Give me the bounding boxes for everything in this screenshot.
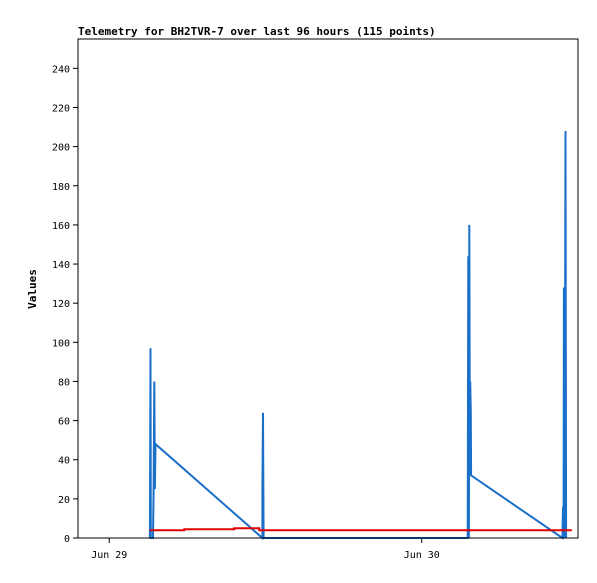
y-tick-label: 60 — [58, 417, 70, 428]
plot-frame — [77, 38, 579, 539]
y-tick-label: 20 — [58, 495, 70, 506]
y-axis: 0 20 40 60 80 100 120 140 160 180 200 220 240 — [52, 64, 78, 545]
y-axis-label: Values — [26, 269, 39, 309]
y-tick-label: 120 — [52, 299, 70, 310]
y-tick-label: 180 — [52, 182, 70, 193]
x-axis: Jun 29 Jun 30 — [91, 538, 440, 561]
chart-title: Telemetry for BH2TVR-7 over last 96 hour… — [78, 25, 436, 38]
series-line-0 — [148, 130, 568, 541]
series-line-1 — [149, 527, 572, 532]
y-tick-label: 80 — [58, 377, 70, 388]
y-tick-label: 140 — [52, 260, 70, 271]
y-tick-label: 0 — [64, 534, 70, 545]
x-tick-label: Jun 30 — [404, 550, 440, 561]
y-tick-label: 160 — [52, 221, 70, 232]
series-group — [78, 130, 572, 541]
x-tick-label: Jun 29 — [91, 550, 127, 561]
y-tick-label: 100 — [52, 338, 70, 349]
y-tick-label: 200 — [52, 143, 70, 154]
y-tick-label: 40 — [58, 456, 70, 467]
y-tick-label: 240 — [52, 64, 70, 75]
y-tick-label: 220 — [52, 103, 70, 114]
